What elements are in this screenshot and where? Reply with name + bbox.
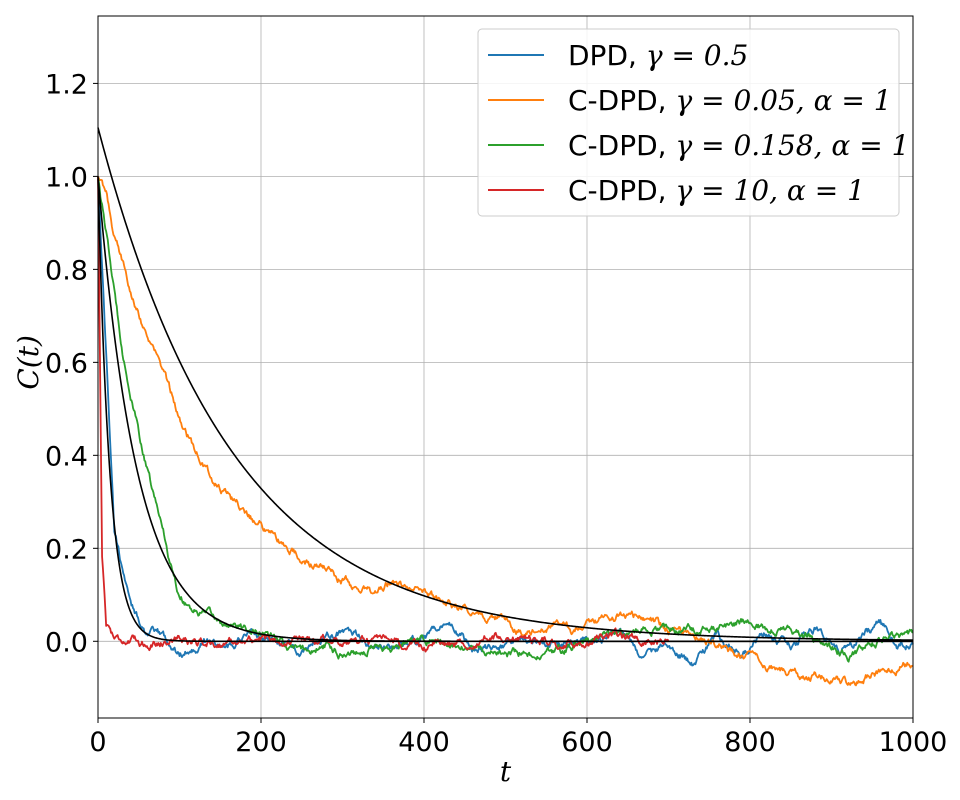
- y-tick-label: 0.8: [45, 255, 88, 286]
- series-line: [97, 176, 914, 667]
- x-tick-label: 600: [561, 727, 613, 758]
- legend-label-prefix: DPD,: [568, 39, 646, 72]
- series-line: [97, 176, 914, 687]
- y-tick-label: 0.6: [45, 348, 88, 379]
- legend-label-prefix: C-DPD,: [568, 174, 675, 207]
- legend-label-math: γ = 0.158, α = 1: [675, 129, 909, 162]
- y-tick-label: 1.0: [45, 162, 88, 193]
- legend-label: C-DPD, γ = 0.05, α = 1: [568, 84, 892, 117]
- legend-label-math: γ = 0.5: [646, 39, 749, 72]
- x-tick-label: 200: [235, 727, 287, 758]
- y-tick-label: 1.2: [45, 69, 88, 100]
- y-tick-label: 0.0: [45, 627, 88, 658]
- y-tick-label: 0.2: [45, 534, 88, 565]
- fit-cdpd-0.05-line: [97, 127, 913, 641]
- x-tick-label: 400: [398, 727, 450, 758]
- y-tick-label: 0.4: [45, 441, 88, 472]
- axis-ticks: 0 200 400 600 800 1000 0.0 0.2 0.4 0.6 0.8 1.0 1.2: [45, 69, 947, 758]
- series-line: [97, 176, 914, 663]
- legend-label: DPD, γ = 0.5: [568, 39, 748, 72]
- legend: DPD, γ = 0.5C-DPD, γ = 0.05, α = 1C-DPD,…: [477, 28, 909, 217]
- fit-curves: [97, 127, 913, 643]
- legend-label-math: γ = 0.05, α = 1: [675, 84, 891, 117]
- legend-label: C-DPD, γ = 0.158, α = 1: [568, 129, 909, 162]
- x-tick-label: 1000: [879, 727, 948, 758]
- legend-label: C-DPD, γ = 10, α = 1: [568, 174, 865, 207]
- y-axis-title: C(t): [12, 335, 45, 390]
- fit-dpd-line: [97, 178, 913, 643]
- legend-label-math: γ = 10, α = 1: [675, 174, 864, 207]
- series-layer: [97, 176, 914, 687]
- fit-cdpd-0.158-line: [97, 176, 913, 643]
- legend-box: [477, 28, 900, 217]
- x-tick-label: 800: [724, 727, 776, 758]
- x-tick-label: 0: [89, 727, 106, 758]
- legend-label-prefix: C-DPD,: [568, 84, 675, 117]
- legend-label-prefix: C-DPD,: [568, 129, 675, 162]
- x-axis-title: t: [500, 755, 512, 788]
- plot-frame: [97, 15, 914, 719]
